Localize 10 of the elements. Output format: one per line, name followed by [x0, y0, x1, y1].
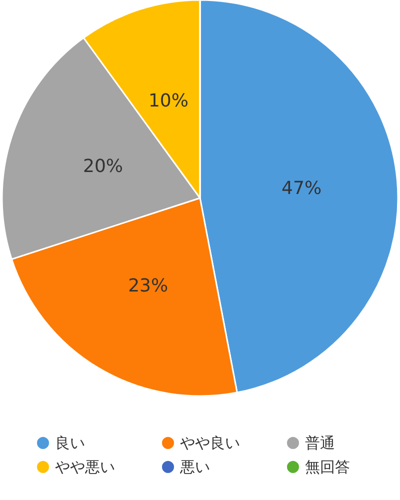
legend-label: 良い — [55, 434, 85, 452]
data-label: 47% — [282, 178, 322, 199]
legend-label: 普通 — [305, 434, 335, 452]
legend-label: 無回答 — [305, 458, 350, 476]
legend-label: やや悪い — [55, 458, 115, 476]
data-label: 23% — [128, 275, 168, 296]
legend-label: やや良い — [180, 434, 240, 452]
legend-label: 悪い — [179, 458, 210, 476]
data-label: 20% — [82, 156, 123, 177]
data-label: 10% — [148, 90, 188, 112]
